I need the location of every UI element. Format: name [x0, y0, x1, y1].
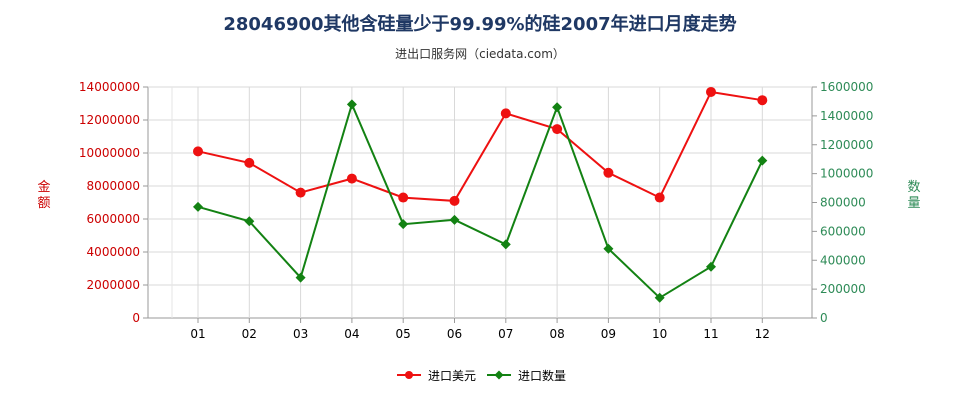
data-point-series-2 — [295, 272, 306, 283]
x-tick-label: 07 — [498, 327, 513, 341]
x-tick-label: 03 — [293, 327, 308, 341]
y-right-tick-label: 0 — [820, 311, 828, 325]
data-point-series-2 — [654, 292, 665, 303]
data-point-series-2 — [552, 102, 563, 113]
y-right-tick-label: 200000 — [820, 282, 866, 296]
y-axis-left-label: 金额 — [37, 180, 51, 211]
x-tick-label: 09 — [601, 327, 616, 341]
y-right-tick-label: 1600000 — [820, 80, 873, 94]
data-point-series-1 — [654, 192, 665, 203]
y-left-tick-label: 6000000 — [87, 212, 140, 226]
legend-marker-circle-icon — [397, 371, 421, 379]
x-tick-label: 12 — [755, 327, 770, 341]
data-point-series-1 — [500, 108, 511, 119]
y-axis-right-label: 数量 — [907, 180, 921, 211]
y-right-tick-label: 1400000 — [820, 109, 873, 123]
x-tick-label: 05 — [396, 327, 411, 341]
data-point-series-2 — [346, 99, 357, 110]
data-point-series-2 — [706, 261, 716, 272]
y-left-tick-label: 10000000 — [79, 146, 140, 160]
data-point-series-2 — [603, 243, 614, 254]
series-line-2 — [197, 101, 764, 300]
x-tick-label: 02 — [242, 327, 257, 341]
y-left-tick-label: 8000000 — [87, 179, 140, 193]
y-right-tick-label: 1200000 — [820, 138, 873, 152]
data-point-series-1 — [757, 95, 768, 106]
y-right-tick-label: 800000 — [820, 196, 866, 210]
data-point-series-1 — [449, 195, 460, 206]
legend: 进口美元 进口数量 — [0, 366, 960, 386]
data-point-series-1 — [295, 187, 306, 198]
x-tick-label: 01 — [190, 327, 205, 341]
legend-marker-diamond-icon — [487, 370, 511, 380]
data-point-series-1 — [603, 167, 614, 178]
x-tick-label: 06 — [447, 327, 462, 341]
x-tick-label: 08 — [549, 327, 564, 341]
legend-label-series-2: 进口数量 — [518, 369, 567, 383]
data-point-series-1 — [552, 124, 563, 135]
data-point-series-1 — [193, 146, 203, 157]
data-point-series-1 — [346, 173, 357, 184]
data-point-series-2 — [449, 214, 460, 225]
data-point-series-1 — [398, 192, 409, 203]
y-right-tick-label: 400000 — [820, 253, 866, 267]
series-line-1 — [197, 90, 763, 202]
data-point-series-1 — [244, 157, 255, 168]
y-left-tick-label: 14000000 — [79, 80, 140, 94]
x-tick-label: 10 — [652, 327, 667, 341]
x-tick-label: 11 — [703, 327, 718, 341]
plot-area — [147, 86, 813, 319]
data-point-series-1 — [706, 86, 716, 97]
data-point-series-2 — [500, 239, 511, 250]
chart-subtitle: 进出口服务网（ciedata.com） — [395, 47, 565, 61]
y-left-tick-label: 0 — [132, 311, 140, 325]
y-left-tick-label: 2000000 — [87, 278, 140, 292]
chart-title: 28046900其他含硅量少于99.99%的硅2007年进口月度走势 — [223, 14, 737, 35]
data-point-series-2 — [244, 216, 255, 227]
y-right-tick-label: 1000000 — [820, 167, 873, 181]
x-tick-label: 04 — [344, 327, 359, 341]
y-right-tick-label: 600000 — [820, 224, 866, 238]
data-point-series-2 — [757, 155, 768, 166]
y-left-tick-label: 12000000 — [79, 113, 140, 127]
legend-label-series-1: 进口美元 — [428, 369, 477, 383]
data-point-series-2 — [398, 219, 409, 230]
data-point-series-2 — [193, 201, 203, 212]
y-left-tick-label: 4000000 — [87, 245, 140, 259]
